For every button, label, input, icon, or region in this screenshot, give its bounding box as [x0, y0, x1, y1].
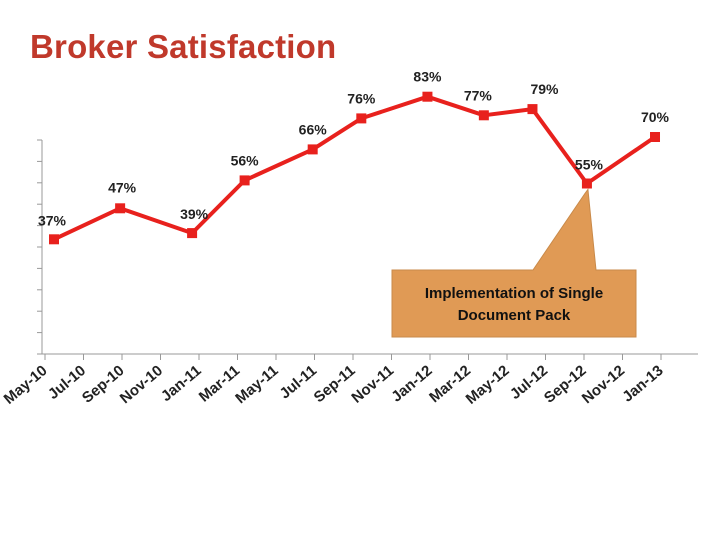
data-point	[478, 110, 489, 121]
x-tick-label: Sep-11	[311, 362, 359, 406]
data-labels: 37% 47% 39% 56% 66% 76% 83% 77% 79% 55% 70%	[38, 69, 670, 229]
annotation-line-2: Document Pack	[457, 307, 571, 324]
annotation-line-1: Implementation of Single	[424, 285, 604, 302]
data-markers	[49, 91, 661, 245]
x-tick-label: Jan-13	[619, 362, 666, 406]
series-line-path	[53, 94, 657, 242]
data-point	[650, 132, 661, 142]
data-label: 56%	[231, 152, 260, 168]
data-point	[581, 178, 592, 189]
series-line	[53, 94, 657, 242]
x-tick-label: Sep-10	[79, 362, 128, 407]
data-point	[239, 175, 250, 186]
data-point	[527, 104, 538, 115]
x-tick-label: Jan-11	[158, 362, 205, 405]
x-tick-labels: May-10Jul-10Sep-10Nov-10Jan-11Mar-11May-…	[1, 362, 667, 408]
chart-title: Broker Satisfaction	[30, 28, 337, 65]
data-label: 55%	[575, 157, 604, 173]
data-label: 37%	[38, 212, 67, 228]
x-tick-label: Nov-11	[348, 362, 397, 407]
annotation-callout	[391, 188, 637, 338]
data-label: 39%	[180, 206, 209, 222]
data-label: 70%	[641, 109, 670, 125]
data-point	[187, 228, 198, 239]
data-point	[307, 144, 318, 155]
data-point	[49, 234, 59, 245]
data-label: 83%	[413, 69, 442, 85]
x-tick-label: Nov-10	[117, 362, 166, 407]
x-tick-label: May-10	[1, 362, 51, 408]
data-label: 66%	[299, 121, 328, 137]
callout-box	[391, 188, 637, 338]
x-tick-label: May-11	[232, 362, 281, 407]
x-tick-label: May-12	[463, 362, 513, 408]
x-tick-label: Sep-12	[541, 362, 590, 407]
data-point	[115, 203, 126, 214]
annotation-text: Implementation of Single Document Pack	[394, 283, 634, 327]
data-point	[422, 91, 433, 102]
data-label: 47%	[108, 179, 137, 195]
x-tick-label: Nov-12	[579, 362, 628, 407]
data-label: 79%	[530, 81, 559, 97]
chart-axes	[37, 139, 698, 360]
data-point	[356, 113, 367, 124]
data-label: 76%	[347, 90, 376, 106]
data-label: 77%	[464, 87, 493, 103]
x-tick-label: Jan-12	[388, 362, 435, 406]
